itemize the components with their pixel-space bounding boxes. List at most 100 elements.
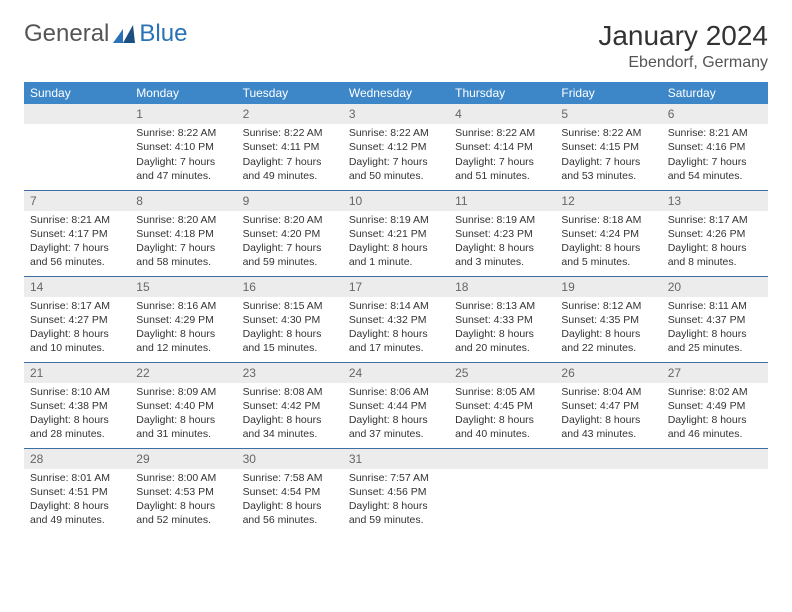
day-number xyxy=(24,104,130,124)
daylight-text-2: and 34 minutes. xyxy=(243,427,337,441)
sunset-text: Sunset: 4:10 PM xyxy=(136,140,230,154)
sunset-text: Sunset: 4:14 PM xyxy=(455,140,549,154)
day-cell: 25Sunrise: 8:05 AMSunset: 4:45 PMDayligh… xyxy=(449,362,555,448)
daylight-text-1: Daylight: 8 hours xyxy=(136,413,230,427)
logo-text-general: General xyxy=(24,20,109,48)
week-row: 21Sunrise: 8:10 AMSunset: 4:38 PMDayligh… xyxy=(24,362,768,448)
day-body: Sunrise: 7:58 AMSunset: 4:54 PMDaylight:… xyxy=(237,469,343,532)
sunrise-text: Sunrise: 8:06 AM xyxy=(349,385,443,399)
day-cell: 31Sunrise: 7:57 AMSunset: 4:56 PMDayligh… xyxy=(343,448,449,534)
logo-graphic-icon xyxy=(113,25,135,43)
daylight-text-1: Daylight: 7 hours xyxy=(30,241,124,255)
day-number: 13 xyxy=(662,191,768,211)
day-number: 25 xyxy=(449,363,555,383)
week-row: 7Sunrise: 8:21 AMSunset: 4:17 PMDaylight… xyxy=(24,190,768,276)
sunset-text: Sunset: 4:11 PM xyxy=(243,140,337,154)
day-body: Sunrise: 8:20 AMSunset: 4:20 PMDaylight:… xyxy=(237,211,343,274)
day-number: 5 xyxy=(555,104,661,124)
day-number: 1 xyxy=(130,104,236,124)
day-body: Sunrise: 8:10 AMSunset: 4:38 PMDaylight:… xyxy=(24,383,130,446)
sunrise-text: Sunrise: 8:15 AM xyxy=(243,299,337,313)
day-body: Sunrise: 8:22 AMSunset: 4:15 PMDaylight:… xyxy=(555,124,661,187)
day-cell: 24Sunrise: 8:06 AMSunset: 4:44 PMDayligh… xyxy=(343,362,449,448)
sunset-text: Sunset: 4:49 PM xyxy=(668,399,762,413)
day-body: Sunrise: 8:22 AMSunset: 4:11 PMDaylight:… xyxy=(237,124,343,187)
sunrise-text: Sunrise: 8:10 AM xyxy=(30,385,124,399)
daylight-text-1: Daylight: 7 hours xyxy=(455,155,549,169)
day-body: Sunrise: 8:13 AMSunset: 4:33 PMDaylight:… xyxy=(449,297,555,360)
daylight-text-2: and 59 minutes. xyxy=(349,513,443,527)
day-number: 12 xyxy=(555,191,661,211)
day-cell: 22Sunrise: 8:09 AMSunset: 4:40 PMDayligh… xyxy=(130,362,236,448)
sunset-text: Sunset: 4:21 PM xyxy=(349,227,443,241)
daylight-text-1: Daylight: 8 hours xyxy=(668,413,762,427)
daylight-text-2: and 17 minutes. xyxy=(349,341,443,355)
daylight-text-1: Daylight: 8 hours xyxy=(243,413,337,427)
day-body: Sunrise: 8:19 AMSunset: 4:23 PMDaylight:… xyxy=(449,211,555,274)
day-body: Sunrise: 8:22 AMSunset: 4:12 PMDaylight:… xyxy=(343,124,449,187)
sunset-text: Sunset: 4:53 PM xyxy=(136,485,230,499)
weekday-header: Friday xyxy=(555,82,661,104)
day-cell: 15Sunrise: 8:16 AMSunset: 4:29 PMDayligh… xyxy=(130,276,236,362)
daylight-text-2: and 25 minutes. xyxy=(668,341,762,355)
day-number: 2 xyxy=(237,104,343,124)
daylight-text-2: and 20 minutes. xyxy=(455,341,549,355)
day-number: 11 xyxy=(449,191,555,211)
sunset-text: Sunset: 4:20 PM xyxy=(243,227,337,241)
day-number xyxy=(449,449,555,469)
day-cell: 1Sunrise: 8:22 AMSunset: 4:10 PMDaylight… xyxy=(130,104,236,190)
sunrise-text: Sunrise: 8:22 AM xyxy=(561,126,655,140)
daylight-text-2: and 52 minutes. xyxy=(136,513,230,527)
daylight-text-1: Daylight: 8 hours xyxy=(349,413,443,427)
sunset-text: Sunset: 4:16 PM xyxy=(668,140,762,154)
day-number: 8 xyxy=(130,191,236,211)
day-body: Sunrise: 8:17 AMSunset: 4:27 PMDaylight:… xyxy=(24,297,130,360)
week-row: 28Sunrise: 8:01 AMSunset: 4:51 PMDayligh… xyxy=(24,448,768,534)
sunrise-text: Sunrise: 8:08 AM xyxy=(243,385,337,399)
daylight-text-1: Daylight: 8 hours xyxy=(455,241,549,255)
sunset-text: Sunset: 4:35 PM xyxy=(561,313,655,327)
daylight-text-2: and 54 minutes. xyxy=(668,169,762,183)
daylight-text-2: and 8 minutes. xyxy=(668,255,762,269)
daylight-text-2: and 10 minutes. xyxy=(30,341,124,355)
sunset-text: Sunset: 4:18 PM xyxy=(136,227,230,241)
day-number: 22 xyxy=(130,363,236,383)
weekday-header-row: Sunday Monday Tuesday Wednesday Thursday… xyxy=(24,82,768,104)
day-cell: 8Sunrise: 8:20 AMSunset: 4:18 PMDaylight… xyxy=(130,190,236,276)
day-body: Sunrise: 8:04 AMSunset: 4:47 PMDaylight:… xyxy=(555,383,661,446)
day-cell: 17Sunrise: 8:14 AMSunset: 4:32 PMDayligh… xyxy=(343,276,449,362)
sunrise-text: Sunrise: 7:58 AM xyxy=(243,471,337,485)
daylight-text-2: and 1 minute. xyxy=(349,255,443,269)
sunset-text: Sunset: 4:24 PM xyxy=(561,227,655,241)
daylight-text-2: and 28 minutes. xyxy=(30,427,124,441)
sunrise-text: Sunrise: 8:22 AM xyxy=(349,126,443,140)
day-number: 27 xyxy=(662,363,768,383)
daylight-text-1: Daylight: 8 hours xyxy=(455,413,549,427)
day-cell: 12Sunrise: 8:18 AMSunset: 4:24 PMDayligh… xyxy=(555,190,661,276)
day-number: 23 xyxy=(237,363,343,383)
sunset-text: Sunset: 4:47 PM xyxy=(561,399,655,413)
day-cell: 18Sunrise: 8:13 AMSunset: 4:33 PMDayligh… xyxy=(449,276,555,362)
sunrise-text: Sunrise: 8:18 AM xyxy=(561,213,655,227)
day-cell: 16Sunrise: 8:15 AMSunset: 4:30 PMDayligh… xyxy=(237,276,343,362)
daylight-text-2: and 58 minutes. xyxy=(136,255,230,269)
day-number: 20 xyxy=(662,277,768,297)
sunset-text: Sunset: 4:56 PM xyxy=(349,485,443,499)
sunrise-text: Sunrise: 8:02 AM xyxy=(668,385,762,399)
sunrise-text: Sunrise: 8:13 AM xyxy=(455,299,549,313)
day-body: Sunrise: 8:05 AMSunset: 4:45 PMDaylight:… xyxy=(449,383,555,446)
sunrise-text: Sunrise: 8:16 AM xyxy=(136,299,230,313)
day-number: 31 xyxy=(343,449,449,469)
day-body: Sunrise: 8:08 AMSunset: 4:42 PMDaylight:… xyxy=(237,383,343,446)
daylight-text-1: Daylight: 8 hours xyxy=(455,327,549,341)
day-body: Sunrise: 7:57 AMSunset: 4:56 PMDaylight:… xyxy=(343,469,449,532)
day-cell: 21Sunrise: 8:10 AMSunset: 4:38 PMDayligh… xyxy=(24,362,130,448)
daylight-text-1: Daylight: 7 hours xyxy=(561,155,655,169)
sunrise-text: Sunrise: 7:57 AM xyxy=(349,471,443,485)
daylight-text-2: and 5 minutes. xyxy=(561,255,655,269)
location: Ebendorf, Germany xyxy=(598,54,768,72)
day-number: 28 xyxy=(24,449,130,469)
day-body: Sunrise: 8:02 AMSunset: 4:49 PMDaylight:… xyxy=(662,383,768,446)
sunset-text: Sunset: 4:32 PM xyxy=(349,313,443,327)
day-cell: 19Sunrise: 8:12 AMSunset: 4:35 PMDayligh… xyxy=(555,276,661,362)
